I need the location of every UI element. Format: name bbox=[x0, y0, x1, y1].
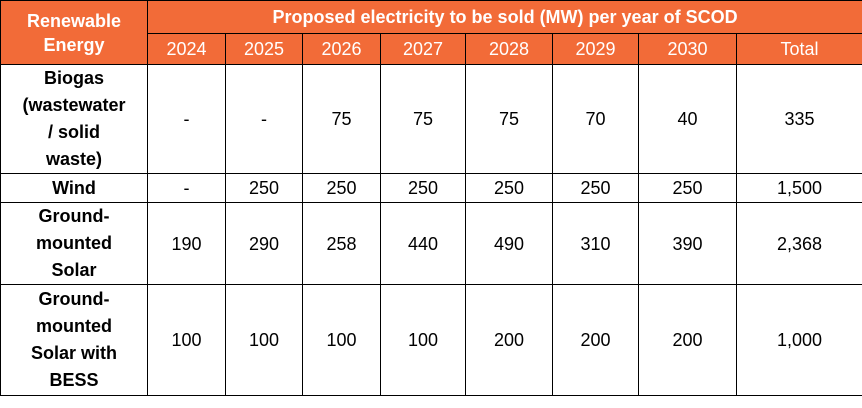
value-cell: 290 bbox=[225, 202, 303, 285]
value-cell: - bbox=[147, 173, 226, 203]
value-cell: - bbox=[225, 64, 303, 174]
header-category-line-2: Energy bbox=[43, 34, 105, 55]
header-group-title: Proposed electricity to be sold (MW) per… bbox=[146, 0, 862, 34]
total-cell: 2,368 bbox=[735, 202, 862, 285]
table-row-wind: Wind - 250 250 250 250 250 250 1,500 bbox=[0, 173, 862, 203]
year-header: 2025 bbox=[225, 33, 303, 65]
header-row-1: Renewable Energy Proposed electricity to… bbox=[0, 0, 862, 65]
year-header: 2026 bbox=[302, 33, 381, 65]
total-cell: 1,500 bbox=[735, 173, 862, 203]
header-category: Renewable Energy bbox=[0, 0, 148, 65]
row-label: Wind bbox=[0, 173, 148, 203]
row-label-line: (wastewater bbox=[22, 95, 126, 115]
table-row-biogas: Biogas (wastewater / solid waste) - - 75… bbox=[0, 64, 862, 174]
row-label-line: Solar with bbox=[30, 343, 117, 363]
year-header: 2029 bbox=[552, 33, 639, 65]
value-cell: 40 bbox=[638, 64, 737, 174]
year-header: 2030 bbox=[638, 33, 737, 65]
table-row-ground-solar: Ground- mounted Solar 190 290 258 440 49… bbox=[0, 202, 862, 285]
electricity-table: Renewable Energy Proposed electricity to… bbox=[0, 0, 862, 396]
value-cell: 250 bbox=[225, 173, 303, 203]
row-label-line: / solid bbox=[47, 122, 100, 142]
value-cell: 190 bbox=[147, 202, 226, 285]
value-cell: 250 bbox=[380, 173, 466, 203]
value-cell: 70 bbox=[552, 64, 639, 174]
header-row-years: 2024 2025 2026 2027 2028 2029 2030 Total bbox=[1, 33, 862, 65]
row-label-line: BESS bbox=[49, 370, 99, 390]
row-label-line: mounted bbox=[36, 233, 112, 253]
value-cell: 200 bbox=[638, 284, 737, 396]
total-cell: 335 bbox=[735, 64, 862, 174]
header-category-line-1: Renewable bbox=[26, 10, 122, 31]
table-row-ground-solar-bess: Ground- mounted Solar with BESS 100 100 … bbox=[0, 284, 862, 396]
row-label: Ground- mounted Solar bbox=[0, 202, 148, 285]
value-cell: 490 bbox=[465, 202, 553, 285]
value-cell: 200 bbox=[552, 284, 639, 396]
row-label-line: Solar bbox=[51, 260, 97, 280]
row-label-line: mounted bbox=[36, 316, 112, 336]
row-label: Biogas (wastewater / solid waste) bbox=[0, 64, 148, 174]
value-cell: 258 bbox=[302, 202, 381, 285]
row-label-line: Ground- bbox=[38, 289, 110, 309]
row-label-line: Ground- bbox=[38, 206, 110, 226]
value-cell: 100 bbox=[302, 284, 381, 396]
value-cell: 440 bbox=[380, 202, 466, 285]
row-label-line: Biogas bbox=[43, 68, 104, 88]
row-label: Ground- mounted Solar with BESS bbox=[0, 284, 148, 396]
value-cell: - bbox=[147, 64, 226, 174]
value-cell: 75 bbox=[465, 64, 553, 174]
value-cell: 250 bbox=[552, 173, 639, 203]
value-cell: 390 bbox=[638, 202, 737, 285]
value-cell: 200 bbox=[465, 284, 553, 396]
row-label-line: Wind bbox=[52, 177, 96, 198]
value-cell: 75 bbox=[302, 64, 381, 174]
total-cell: 1,000 bbox=[735, 284, 862, 396]
year-header: 2028 bbox=[465, 33, 553, 65]
value-cell: 250 bbox=[638, 173, 737, 203]
year-header: 2024 bbox=[147, 33, 226, 65]
value-cell: 100 bbox=[225, 284, 303, 396]
value-cell: 250 bbox=[465, 173, 553, 203]
value-cell: 100 bbox=[380, 284, 466, 396]
value-cell: 75 bbox=[380, 64, 466, 174]
year-header: 2027 bbox=[380, 33, 466, 65]
total-header: Total bbox=[735, 33, 862, 65]
value-cell: 250 bbox=[302, 173, 381, 203]
row-label-line: waste) bbox=[45, 149, 103, 169]
value-cell: 310 bbox=[552, 202, 639, 285]
value-cell: 100 bbox=[147, 284, 226, 396]
